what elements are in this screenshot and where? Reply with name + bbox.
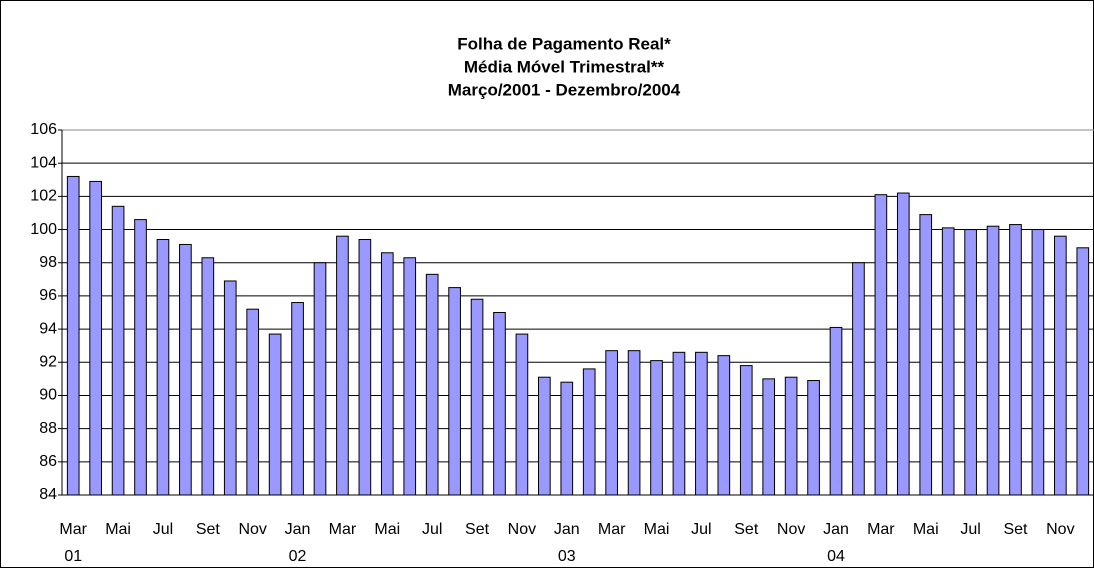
y-tick-label: 92 <box>39 353 57 370</box>
bar <box>380 252 394 496</box>
bar <box>964 229 977 496</box>
x-tick-label: Nov <box>508 521 536 538</box>
x-year-label: 02 <box>289 548 307 565</box>
bar <box>807 380 820 496</box>
bar <box>896 192 910 496</box>
bar <box>582 368 596 496</box>
y-tick-label: 84 <box>39 486 57 503</box>
x-tick-label: Mar <box>329 521 357 538</box>
bar <box>941 227 955 496</box>
bar <box>156 239 170 496</box>
bar <box>515 333 529 496</box>
bar <box>358 239 372 496</box>
bar <box>1054 235 1067 496</box>
bar <box>605 350 618 496</box>
x-tick-label: Set <box>734 521 759 538</box>
x-year-label: 03 <box>558 548 576 565</box>
y-tick-label: 106 <box>30 121 57 138</box>
x-year-label: 04 <box>827 548 845 565</box>
x-tick-label: Mar <box>867 521 895 538</box>
chart-subtitle: Média Móvel Trimestral** <box>464 57 665 76</box>
x-tick-label: Nov <box>777 521 805 538</box>
bar <box>784 376 798 496</box>
x-tick-label: Set <box>196 521 221 538</box>
y-tick-label: 96 <box>39 287 57 304</box>
bar <box>89 180 102 496</box>
y-tick-label: 102 <box>30 188 57 205</box>
bar <box>650 360 663 496</box>
y-tick-label: 104 <box>30 154 57 171</box>
bar <box>1031 229 1045 496</box>
bar <box>717 355 731 496</box>
x-tick-label: Nov <box>238 521 266 538</box>
x-tick-label: Jan <box>554 521 580 538</box>
y-tick-label: 98 <box>39 254 57 271</box>
bar <box>223 280 237 496</box>
bar <box>560 381 574 496</box>
bar <box>874 194 888 496</box>
x-tick-label: Mai <box>913 521 939 538</box>
bar <box>66 175 80 496</box>
bar <box>762 378 776 496</box>
bar <box>336 235 349 496</box>
bar <box>627 350 641 496</box>
x-tick-label: Nov <box>1046 521 1074 538</box>
chart-title: Folha de Pagamento Real* <box>457 34 671 53</box>
bar <box>919 214 933 496</box>
x-tick-label: Jul <box>153 521 173 538</box>
y-tick-label: 86 <box>39 453 57 470</box>
bar <box>538 376 551 496</box>
x-tick-label: Set <box>1003 521 1028 538</box>
x-tick-label: Mai <box>105 521 131 538</box>
bar <box>493 312 506 496</box>
bar <box>1076 247 1090 496</box>
y-tick-label: 100 <box>30 221 57 238</box>
x-tick-label: Mai <box>374 521 400 538</box>
x-tick-label: Mai <box>644 521 670 538</box>
bar <box>291 302 304 496</box>
y-tick-label: 94 <box>39 320 57 337</box>
x-tick-label: Jul <box>960 521 980 538</box>
bar <box>739 365 753 496</box>
bar <box>448 287 461 496</box>
bar <box>425 273 439 496</box>
x-tick-label: Jan <box>823 521 849 538</box>
bar <box>1009 224 1022 496</box>
bar <box>829 326 843 496</box>
bar <box>268 333 282 496</box>
bar <box>470 298 484 496</box>
chart-subtitle: Março/2001 - Dezembro/2004 <box>448 80 681 99</box>
x-tick-label: Jul <box>422 521 442 538</box>
x-tick-label: Mar <box>598 521 626 538</box>
bar <box>111 205 125 496</box>
bar <box>201 257 215 496</box>
x-tick-label: Jan <box>285 521 311 538</box>
x-tick-label: Jul <box>691 521 711 538</box>
x-year-label: 01 <box>64 548 82 565</box>
bar <box>179 243 192 496</box>
bar <box>986 225 1000 496</box>
bar <box>313 262 327 496</box>
bar <box>852 262 865 496</box>
bar <box>695 351 708 496</box>
bar <box>246 308 260 496</box>
x-tick-label: Mar <box>59 521 87 538</box>
y-tick-label: 88 <box>39 420 57 437</box>
bar <box>672 351 686 496</box>
bar <box>403 257 417 496</box>
y-tick-label: 90 <box>39 387 57 404</box>
bar <box>134 219 147 496</box>
x-tick-label: Set <box>465 521 490 538</box>
